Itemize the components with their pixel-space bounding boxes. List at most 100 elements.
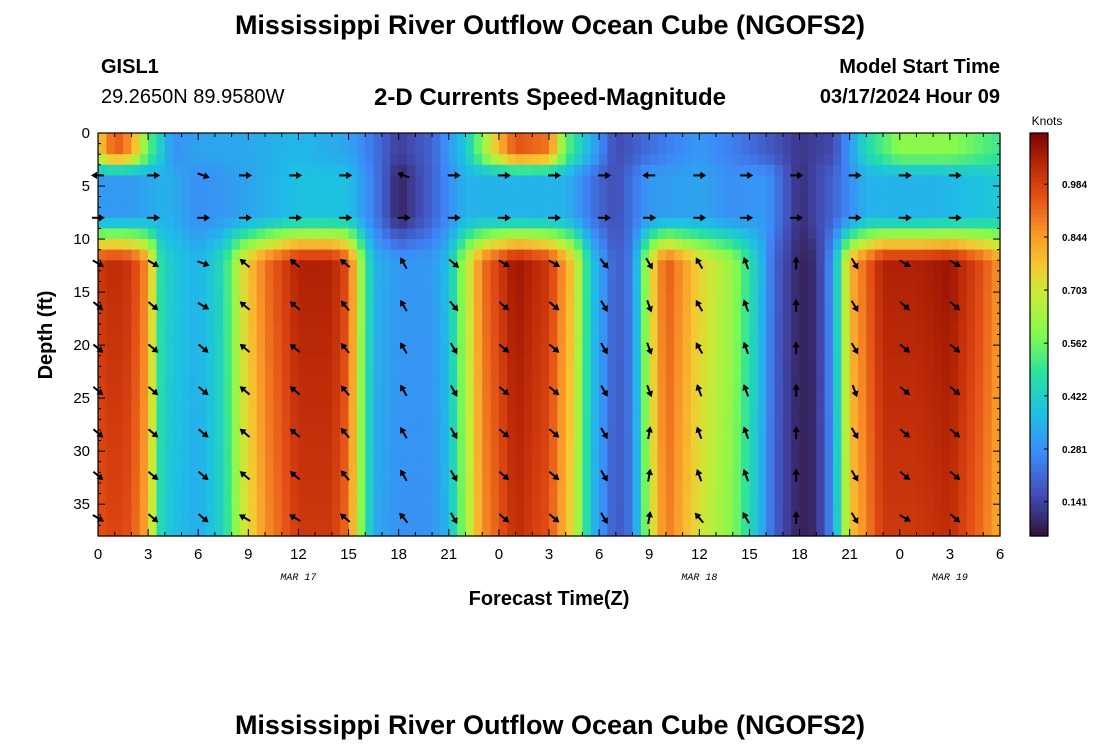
heatmap-cell — [290, 323, 300, 336]
colorbar-segment — [1030, 177, 1048, 182]
heatmap-cell — [189, 451, 199, 463]
heatmap-cell — [373, 387, 383, 399]
heatmap-cell — [498, 228, 508, 240]
heatmap-cell — [657, 217, 667, 230]
heatmap-cell — [908, 196, 918, 208]
heatmap-cell — [340, 429, 350, 442]
heatmap-cell — [490, 260, 500, 272]
heatmap-cell — [874, 260, 884, 272]
heatmap-cell — [164, 164, 174, 177]
heatmap-cell — [799, 514, 809, 526]
heatmap-cell — [306, 270, 316, 283]
heatmap-cell — [791, 154, 801, 166]
heatmap-cell — [398, 281, 408, 293]
heatmap-cell — [966, 239, 976, 251]
heatmap-cell — [674, 302, 684, 314]
heatmap-cell — [490, 302, 500, 314]
heatmap-cell — [256, 154, 266, 166]
current-arrow — [948, 214, 962, 222]
heatmap-cell — [766, 334, 776, 346]
heatmap-cell — [181, 228, 191, 240]
heatmap-cell — [933, 493, 943, 505]
heatmap-cell — [908, 270, 918, 283]
heatmap-cell — [749, 376, 759, 389]
heatmap-cell — [574, 260, 584, 272]
heatmap-cell — [757, 482, 767, 495]
heatmap-cell — [799, 451, 809, 463]
heatmap-cell — [348, 133, 358, 145]
heatmap-cell — [883, 164, 893, 177]
heatmap-cell — [866, 525, 876, 537]
heatmap-cell — [356, 525, 366, 537]
heatmap-cell — [716, 376, 725, 389]
heatmap-cell — [958, 143, 968, 155]
heatmap-cell — [256, 217, 266, 230]
colorbar-segment — [1030, 181, 1048, 186]
heatmap-cell — [824, 217, 834, 230]
heatmap-cell — [991, 186, 1001, 198]
heatmap-cell — [432, 525, 442, 537]
heatmap-cell — [841, 207, 851, 219]
heatmap-cell — [966, 461, 976, 473]
heatmap-cell — [156, 207, 166, 219]
heatmap-cell — [323, 281, 333, 293]
heatmap-cell — [164, 270, 174, 283]
heatmap-cell — [607, 260, 617, 272]
heatmap-cell — [298, 175, 308, 187]
heatmap-cell — [640, 355, 650, 367]
heatmap-cell — [223, 302, 233, 314]
heatmap-cell — [599, 355, 609, 367]
heatmap-cell — [707, 472, 717, 484]
heatmap-cell — [690, 398, 700, 410]
heatmap-cell — [674, 164, 684, 177]
colorbar-segment — [1030, 407, 1048, 412]
heatmap-cell — [340, 186, 350, 198]
heatmap-cell — [523, 514, 533, 526]
heatmap-cell — [757, 228, 767, 240]
heatmap-cell — [649, 217, 659, 230]
current-arrow — [400, 257, 408, 270]
colorbar-segment — [1030, 221, 1048, 227]
heatmap-cell — [958, 493, 968, 505]
heatmap-cell — [657, 334, 667, 346]
heatmap-cell — [398, 154, 408, 166]
current-arrow — [600, 385, 608, 397]
heatmap-cell — [498, 249, 508, 261]
heatmap-cell — [381, 366, 391, 378]
heatmap-cell — [824, 323, 834, 336]
heatmap-cell — [256, 461, 266, 473]
heatmap-cell — [941, 525, 951, 537]
heatmap-cell — [106, 387, 116, 399]
heatmap-cell — [757, 334, 767, 346]
heatmap-cell — [131, 281, 141, 293]
heatmap-cell — [490, 323, 500, 336]
heatmap-cell — [214, 472, 224, 484]
heatmap-cell — [373, 461, 383, 473]
heatmap-cell — [114, 175, 124, 187]
heatmap-cell — [173, 376, 183, 389]
heatmap-cell — [858, 419, 867, 431]
heatmap-cell — [373, 345, 383, 357]
heatmap-cell — [624, 440, 634, 452]
heatmap-cell — [916, 451, 926, 463]
heatmap-cell — [908, 525, 918, 537]
heatmap-cell — [582, 461, 592, 473]
heatmap-cell — [891, 217, 901, 230]
heatmap-cell — [198, 281, 208, 293]
heatmap-cell — [181, 133, 191, 145]
colorbar-segment — [1030, 165, 1048, 170]
colorbar-segment — [1030, 153, 1048, 158]
heatmap-cell — [331, 270, 341, 283]
heatmap-cell — [331, 419, 341, 431]
heatmap-cell — [148, 196, 158, 208]
heatmap-cell — [390, 514, 400, 526]
heatmap-cell — [189, 504, 199, 516]
heatmap-cell — [665, 451, 675, 463]
heatmap-cell — [807, 260, 817, 272]
heatmap-cell — [281, 493, 291, 505]
heatmap-cell — [841, 376, 851, 389]
heatmap-cell — [331, 249, 341, 261]
heatmap-cell — [415, 302, 425, 314]
heatmap-cell — [98, 249, 107, 261]
